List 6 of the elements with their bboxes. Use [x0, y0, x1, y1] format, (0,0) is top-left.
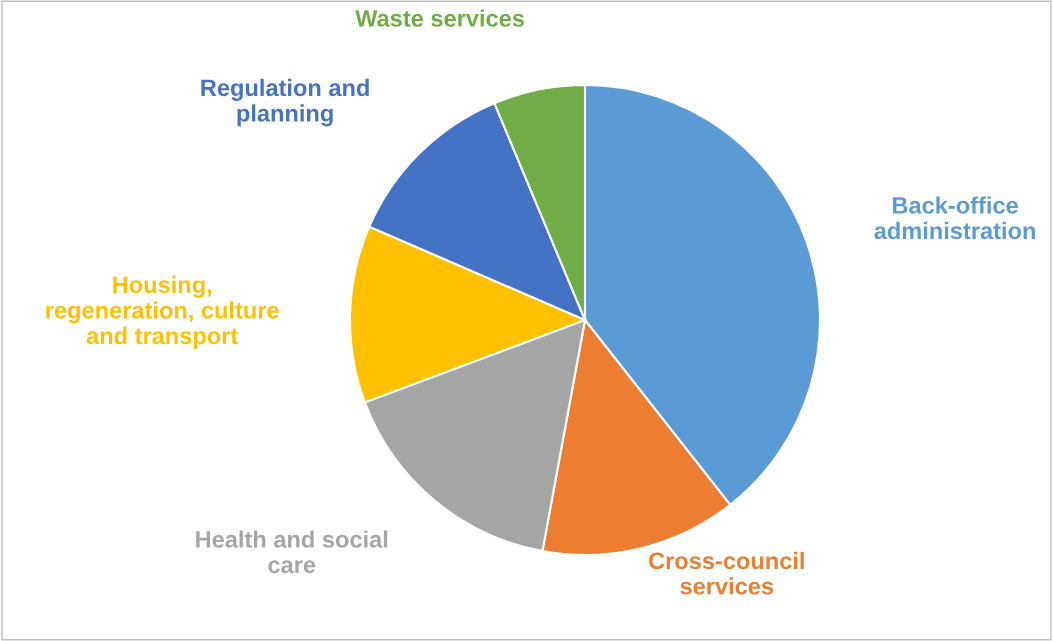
slice-label: Regulation and planning [201, 78, 369, 127]
slice-label: Back-office administration [874, 196, 1035, 240]
slice-label: Waste services [355, 9, 524, 27]
slice-label: Health and social care [196, 530, 388, 574]
slice-label: Cross-council services [649, 551, 804, 595]
slice-label: Housing, regeneration, culture and transport [46, 275, 279, 349]
